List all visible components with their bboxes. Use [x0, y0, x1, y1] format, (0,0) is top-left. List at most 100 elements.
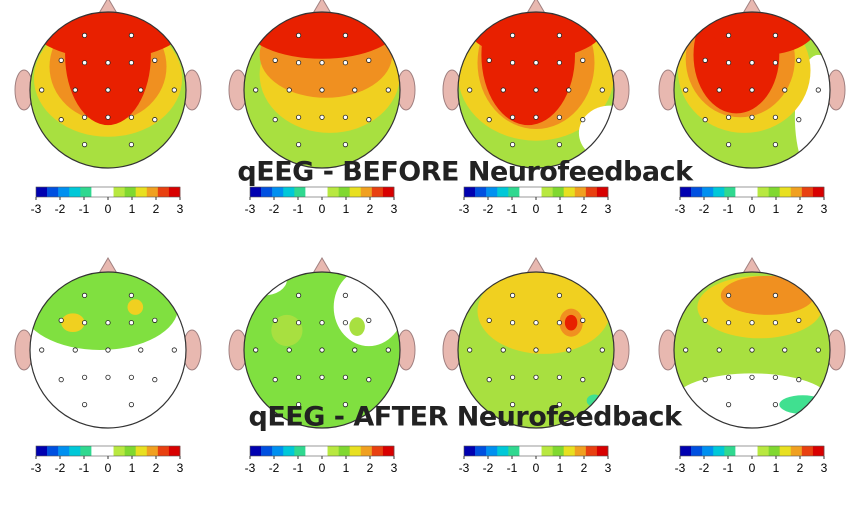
colorbar-tick-label: 2: [581, 461, 588, 475]
electrode: [128, 60, 134, 66]
colorbar-segment: [272, 187, 284, 197]
electrode: [295, 114, 302, 120]
colorbar-segment: [812, 187, 825, 197]
colorbar-tick-label: -3: [675, 202, 686, 216]
head-map: [14, 0, 202, 169]
colorbar-segment: [691, 446, 703, 456]
electrode: [566, 87, 572, 93]
electrode: [725, 32, 732, 39]
colorbar-tick-label: -3: [245, 202, 256, 216]
colorbar-tick-label: 1: [129, 461, 136, 475]
electrode: [152, 57, 158, 63]
electrode: [342, 32, 348, 39]
colorbar-segment: [360, 187, 373, 197]
colorbar-segment: [768, 446, 780, 456]
colorbar-segment: [146, 187, 159, 197]
colorbar-tick-label: -3: [31, 202, 42, 216]
electrode: [82, 292, 88, 298]
electrode: [342, 142, 348, 148]
colorbar-segment: [327, 187, 339, 197]
electrode: [796, 317, 802, 323]
after-title: qEEG - AFTER Neurofeedback: [249, 402, 684, 433]
electrode: [533, 114, 539, 120]
colorbar-segment: [382, 187, 395, 197]
activity-region: [30, 12, 186, 59]
colorbar-segment: [541, 446, 553, 456]
electrode: [385, 87, 391, 93]
colorbar-tick-label: 3: [177, 202, 184, 216]
electrode: [509, 32, 516, 39]
colorbar-tick-label: -2: [55, 461, 66, 475]
colorbar-tick-label: 3: [391, 202, 398, 216]
colorbar-segment: [360, 446, 373, 456]
electrode: [749, 87, 755, 93]
colorbar-tick-label: -1: [293, 461, 304, 475]
colorbar-tick-label: 1: [343, 461, 350, 475]
electrode: [342, 320, 348, 326]
electrode: [342, 60, 348, 66]
electrode: [152, 377, 158, 383]
colorbar-segment: [371, 446, 384, 456]
colorbar-segment: [530, 446, 542, 456]
electrode: [58, 57, 64, 63]
electrode: [72, 87, 78, 93]
electrode: [152, 117, 158, 123]
electrode: [486, 317, 492, 323]
electrode: [533, 320, 539, 326]
colorbar-segment: [135, 446, 148, 456]
colorbar-segment: [464, 446, 476, 456]
colorbar-segment: [261, 446, 273, 456]
colorbar-segment: [157, 187, 170, 197]
electrode: [815, 347, 821, 353]
electrode: [566, 347, 572, 353]
colorbar-tick-label: 0: [533, 461, 540, 475]
colorbar-segment: [735, 187, 747, 197]
electrode: [366, 57, 372, 63]
electrode: [772, 374, 779, 380]
colorbar-tick-label: -1: [507, 461, 518, 475]
electrode: [556, 401, 563, 408]
electrode: [342, 401, 348, 408]
colorbar-segment: [250, 446, 262, 456]
electrode: [533, 347, 539, 353]
electrode: [82, 60, 88, 66]
colorbar: -3 -2 -1 0 1 2 3: [459, 445, 612, 475]
electrode: [509, 401, 516, 408]
electrode: [716, 87, 722, 93]
colorbar: -3 -2 -1 0 1 2 3: [245, 445, 398, 475]
activity-region: [127, 299, 144, 315]
electrode: [509, 320, 516, 326]
electrode: [105, 60, 111, 66]
colorbar-segment: [585, 187, 598, 197]
electrode: [509, 60, 516, 66]
electrode: [272, 317, 278, 323]
colorbar-segment: [349, 446, 362, 456]
colorbar-segment: [102, 187, 114, 197]
colorbar-tick-label: -2: [269, 461, 280, 475]
electrode: [253, 347, 259, 353]
electrode: [286, 87, 292, 93]
electrode: [128, 142, 134, 148]
colorbar-segment: [113, 446, 125, 456]
electrode: [509, 142, 516, 148]
electrode: [486, 117, 492, 123]
colorbar-tick-label: -3: [245, 461, 256, 475]
colorbar-segment: [91, 446, 103, 456]
colorbar-segment: [552, 187, 564, 197]
colorbar-segment: [294, 187, 306, 197]
colorbar-tick-label: 3: [605, 461, 612, 475]
colorbar-segment: [80, 187, 92, 197]
colorbar-segment: [80, 446, 92, 456]
activity-region: [271, 314, 303, 347]
colorbar-tick-label: 3: [391, 461, 398, 475]
electrode: [556, 374, 563, 380]
colorbar-segment: [261, 187, 273, 197]
colorbar-segment: [702, 187, 714, 197]
electrode: [725, 374, 732, 380]
electrode: [683, 347, 689, 353]
colorbar-segment: [574, 446, 587, 456]
colorbar-segment: [801, 187, 814, 197]
colorbar-segment: [779, 446, 792, 456]
electrode: [580, 377, 586, 383]
head-outline: [673, 11, 831, 169]
